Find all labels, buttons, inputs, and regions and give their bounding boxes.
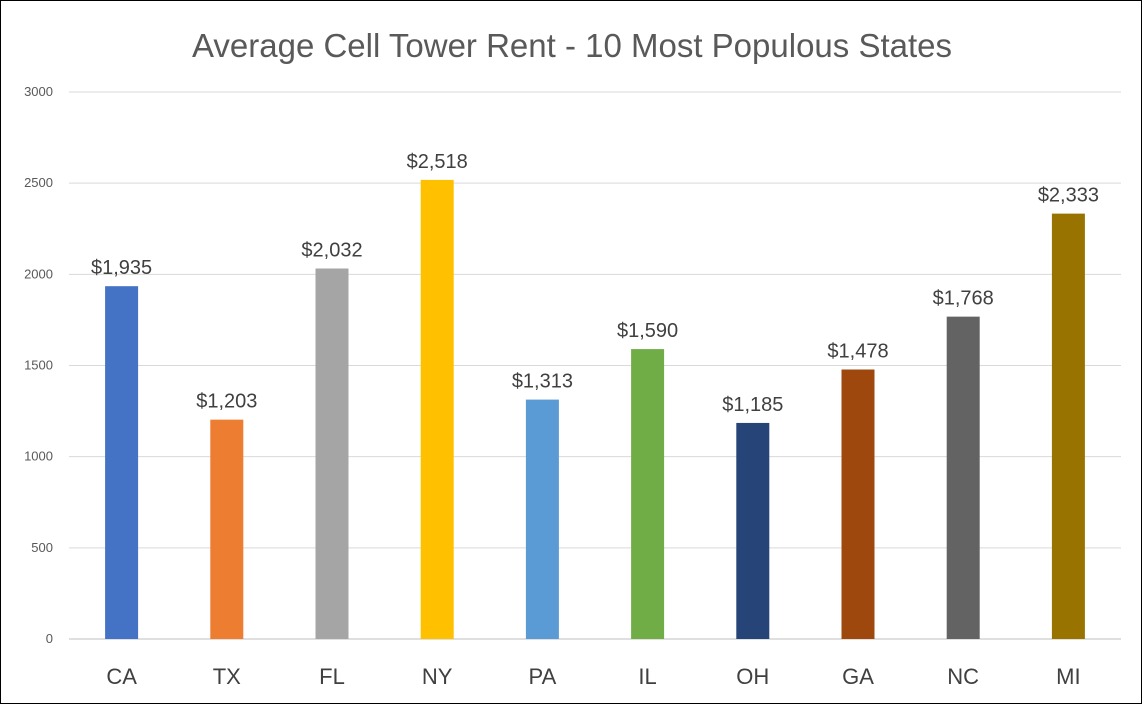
data-label: $2,518 [407, 151, 468, 173]
data-label: $1,313 [512, 371, 573, 393]
bar-ca [105, 286, 139, 639]
x-tick-label: NC [947, 664, 979, 689]
y-axis-ticks: 0 500 1000 1500 2000 2500 3000 [24, 84, 53, 646]
data-label: $1,590 [617, 320, 678, 342]
x-tick-label: FL [319, 664, 345, 689]
data-label: $1,185 [722, 394, 783, 416]
x-axis-ticks: CA TX FL NY PA IL OH GA NC MI [106, 664, 1080, 689]
bar-fl [315, 268, 349, 639]
y-tick-label: 3000 [24, 84, 53, 99]
x-tick-label: PA [529, 664, 557, 689]
y-tick-label: 0 [46, 631, 53, 646]
data-label: $1,478 [827, 341, 888, 363]
bar-ny [420, 179, 454, 639]
bar-nc [946, 316, 980, 639]
x-tick-label: CA [106, 664, 137, 689]
bar-mi [1051, 213, 1085, 639]
data-label: $2,032 [301, 239, 362, 261]
y-tick-label: 2500 [24, 175, 53, 190]
data-label: $1,768 [933, 288, 994, 310]
y-tick-label: 500 [31, 540, 53, 555]
bar-tx [210, 419, 244, 639]
bar-ga [841, 369, 875, 639]
bar-oh [736, 422, 770, 639]
data-label: $2,333 [1038, 185, 1099, 207]
y-tick-label: 2000 [24, 266, 53, 281]
bars [105, 179, 1085, 639]
data-labels: $1,935 $1,203 $2,032 $2,518 $1,313 $1,590 $1,1… [91, 151, 1099, 416]
bar-pa [525, 399, 559, 639]
x-tick-label: IL [638, 664, 656, 689]
y-tick-label: 1000 [24, 449, 53, 464]
x-tick-label: NY [422, 664, 453, 689]
x-tick-label: MI [1056, 664, 1080, 689]
chart-title: Average Cell Tower Rent - 10 Most Populo… [192, 27, 952, 64]
data-label: $1,935 [91, 257, 152, 279]
x-tick-label: OH [736, 664, 769, 689]
x-tick-label: TX [213, 664, 241, 689]
data-label: $1,203 [196, 391, 257, 413]
x-tick-label: GA [842, 664, 874, 689]
gridlines [69, 91, 1121, 640]
bar-il [631, 349, 665, 639]
y-tick-label: 1500 [24, 358, 53, 373]
